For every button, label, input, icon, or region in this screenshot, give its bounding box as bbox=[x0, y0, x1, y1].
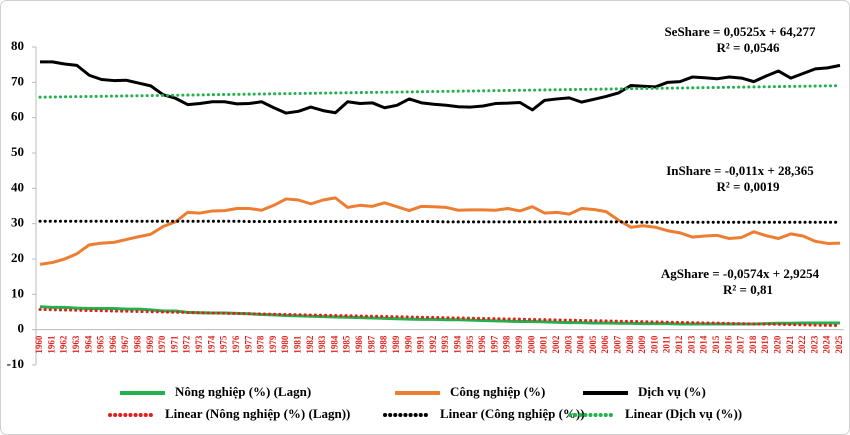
x-tick-label: 2002 bbox=[551, 335, 561, 354]
annotation: R² = 0,81 bbox=[723, 282, 773, 297]
legend-label: Dịch vụ (%) bbox=[638, 384, 706, 399]
x-tick-label: 2004 bbox=[576, 335, 586, 354]
trend-line bbox=[38, 84, 842, 99]
x-tick-label: 1981 bbox=[293, 335, 303, 354]
y-tick-label: 50 bbox=[11, 144, 24, 159]
x-tick-label: 1976 bbox=[231, 335, 241, 354]
x-tick-label: 1988 bbox=[379, 335, 389, 354]
x-tick-label: 1987 bbox=[366, 335, 376, 354]
legend-label: Linear (Nông nghiệp (%) (Lagn)) bbox=[165, 406, 350, 421]
x-tick-label: 2001 bbox=[539, 335, 549, 354]
y-tick-label: 60 bbox=[11, 109, 24, 124]
annotation: InShare = -0,011x + 28,365 bbox=[666, 163, 814, 178]
x-tick-label: 2013 bbox=[686, 335, 696, 354]
x-tick-label: 1972 bbox=[182, 335, 192, 354]
y-tick-label: 30 bbox=[11, 215, 24, 230]
x-tick-label: 1975 bbox=[219, 335, 229, 354]
y-tick-label: 0 bbox=[18, 321, 25, 336]
x-tick-label: 2000 bbox=[526, 335, 536, 354]
x-tick-label: 1985 bbox=[342, 335, 352, 354]
x-tick-label: 1995 bbox=[465, 335, 475, 354]
annotation: AgShare = -0,0574x + 2,9254 bbox=[661, 266, 820, 281]
x-tick-label: 1974 bbox=[206, 335, 216, 354]
legend-label: Nông nghiệp (%) (Lagn) bbox=[175, 384, 311, 399]
legend-label: Công nghiệp (%) bbox=[450, 384, 545, 399]
trend-line bbox=[38, 308, 842, 328]
x-tick-label: 2006 bbox=[600, 335, 610, 354]
x-tick-label: 1983 bbox=[317, 335, 327, 354]
trend-line bbox=[38, 219, 842, 224]
y-tick-label: 70 bbox=[11, 73, 24, 88]
x-tick-label: 1967 bbox=[120, 335, 130, 354]
x-tick-label: 2018 bbox=[748, 335, 758, 354]
x-tick-label: 1964 bbox=[83, 335, 93, 354]
x-tick-label: 1977 bbox=[243, 335, 253, 354]
x-tick-label: 2024 bbox=[822, 335, 832, 354]
x-tick-label: 2025 bbox=[834, 335, 844, 354]
x-tick-label: 2014 bbox=[699, 335, 709, 354]
x-tick-label: 1996 bbox=[477, 335, 487, 354]
x-tick-label: 1994 bbox=[453, 335, 463, 354]
x-tick-label: 1991 bbox=[416, 335, 426, 354]
x-tick-label: 2008 bbox=[625, 335, 635, 354]
x-tick-label: 2003 bbox=[563, 335, 573, 354]
x-tick-label: 1968 bbox=[133, 335, 143, 354]
legend-label: Linear (Dịch vụ (%)) bbox=[625, 406, 742, 421]
x-tick-label: 1984 bbox=[329, 335, 339, 354]
x-tick-label: 1973 bbox=[194, 335, 204, 354]
x-tick-label: 1962 bbox=[59, 335, 69, 354]
x-tick-label: 1998 bbox=[502, 335, 512, 354]
x-tick-label: 2007 bbox=[613, 335, 623, 354]
x-tick-label: 2012 bbox=[674, 335, 684, 354]
x-tick-label: 2019 bbox=[760, 335, 770, 354]
y-tick-label: 80 bbox=[11, 38, 24, 53]
x-tick-label: 1960 bbox=[34, 335, 44, 354]
x-tick-label: 1980 bbox=[280, 335, 290, 354]
x-tick-label: 2010 bbox=[649, 335, 659, 354]
x-tick-label: 2023 bbox=[809, 335, 819, 354]
y-tick-label: 20 bbox=[11, 250, 24, 265]
x-tick-label: 1993 bbox=[440, 335, 450, 354]
x-tick-label: 2016 bbox=[723, 335, 733, 354]
x-tick-label: 1966 bbox=[108, 335, 118, 354]
x-tick-label: 1979 bbox=[268, 335, 278, 354]
x-tick-label: 1978 bbox=[256, 335, 266, 354]
x-tick-label: 1992 bbox=[428, 335, 438, 354]
y-tick-label: -10 bbox=[7, 356, 24, 371]
y-tick-label: 10 bbox=[11, 285, 24, 300]
x-tick-label: 2005 bbox=[588, 335, 598, 354]
x-tick-label: 1969 bbox=[145, 335, 155, 354]
annotation: R² = 0,0546 bbox=[717, 40, 780, 55]
legend-label: Linear (Công nghiệp (%)) bbox=[440, 406, 585, 421]
x-tick-label: 1971 bbox=[169, 335, 179, 354]
x-tick-label: 2009 bbox=[637, 335, 647, 354]
annotation: R² = 0,0019 bbox=[717, 179, 780, 194]
x-tick-label: 1989 bbox=[391, 335, 401, 354]
annotation: SeShare = 0,0525x + 64,277 bbox=[664, 24, 816, 39]
x-tick-label: 2015 bbox=[711, 335, 721, 354]
x-tick-label: 1965 bbox=[96, 335, 106, 354]
x-tick-label: 1990 bbox=[403, 335, 413, 354]
x-tick-label: 1963 bbox=[71, 335, 81, 354]
x-tick-label: 1997 bbox=[489, 335, 499, 354]
x-tick-label: 2020 bbox=[773, 335, 783, 354]
x-tick-label: 1999 bbox=[514, 335, 524, 354]
x-tick-label: 1961 bbox=[46, 335, 56, 354]
series-line bbox=[39, 196, 841, 266]
x-tick-label: 2017 bbox=[736, 335, 746, 354]
x-tick-label: 1970 bbox=[157, 335, 167, 354]
x-tick-label: 2021 bbox=[785, 335, 795, 354]
x-tick-label: 2011 bbox=[662, 335, 672, 353]
series-line bbox=[40, 60, 841, 115]
y-tick-label: 40 bbox=[11, 179, 24, 194]
x-tick-label: 1982 bbox=[305, 335, 315, 354]
x-tick-label: 2022 bbox=[797, 335, 807, 354]
x-tick-label: 1986 bbox=[354, 335, 364, 354]
